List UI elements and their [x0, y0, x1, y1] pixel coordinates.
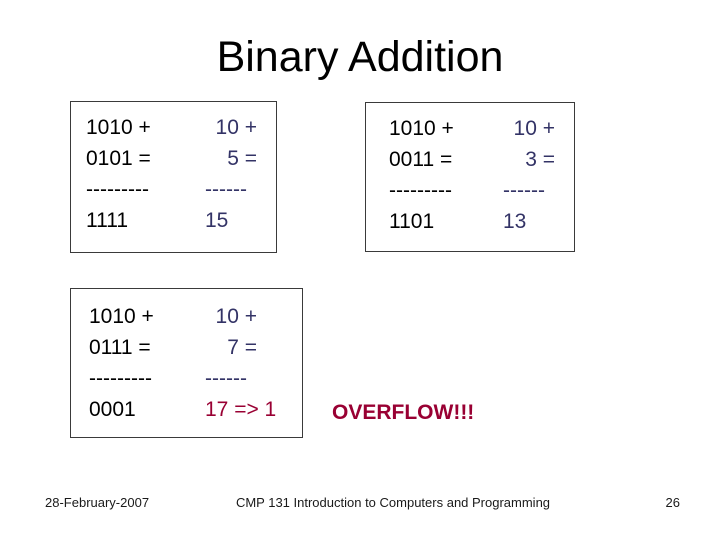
decimal-column: 10 + 5 = ------ 15: [205, 112, 257, 252]
footer-date: 28-February-2007: [45, 495, 150, 510]
binary-operand-1: 1010 +: [389, 117, 454, 140]
decimal-rule: ------: [205, 178, 247, 201]
binary-result: 1101: [389, 210, 435, 233]
footer-course-title: CMP 131 Introduction to Computers and Pr…: [235, 495, 551, 510]
decimal-column: 10 + 3 = ------ 13: [503, 113, 555, 251]
binary-column: 1010 + 0111 = --------- 0001: [89, 301, 173, 437]
binary-addition-box-3: 1010 + 0111 = --------- 0001 10 + 7 = --…: [70, 288, 303, 438]
decimal-operand-2: 5 =: [227, 147, 257, 170]
slide-title: Binary Addition: [216, 33, 504, 81]
binary-rule: ---------: [89, 367, 152, 390]
binary-result: 0001: [89, 398, 136, 421]
decimal-operand-2: 7 =: [227, 336, 257, 359]
decimal-column: 10 + 7 = ------ 17 => 1: [205, 301, 277, 437]
overflow-warning: OVERFLOW!!!: [332, 401, 475, 424]
decimal-operand-1: 10 +: [513, 117, 555, 140]
binary-column: 1010 + 0101 = --------- 1111: [86, 112, 170, 252]
decimal-operand-1: 10 +: [215, 305, 257, 328]
binary-rule: ---------: [86, 178, 149, 201]
decimal-result: 15: [205, 209, 229, 232]
footer-page-number: 26: [665, 495, 680, 510]
binary-operand-1: 1010 +: [89, 305, 154, 328]
decimal-rule: ------: [503, 179, 545, 202]
decimal-overflow-result: 17 => 1: [205, 398, 277, 421]
binary-result: 1111: [86, 209, 129, 232]
decimal-operand-2: 3 =: [525, 148, 555, 171]
binary-column: 1010 + 0011 = --------- 1101: [389, 113, 473, 251]
decimal-rule: ------: [205, 367, 247, 390]
binary-rule: ---------: [389, 179, 452, 202]
binary-operand-1: 1010 +: [86, 116, 151, 139]
binary-operand-2: 0101 =: [86, 147, 151, 170]
binary-operand-2: 0111 =: [89, 336, 151, 359]
binary-operand-2: 0011 =: [389, 148, 453, 171]
decimal-result: 13: [503, 210, 527, 233]
binary-addition-box-1: 1010 + 0101 = --------- 1111 10 + 5 = --…: [70, 101, 277, 253]
decimal-operand-1: 10 +: [215, 116, 257, 139]
binary-addition-box-2: 1010 + 0011 = --------- 1101 10 + 3 = --…: [365, 102, 575, 252]
